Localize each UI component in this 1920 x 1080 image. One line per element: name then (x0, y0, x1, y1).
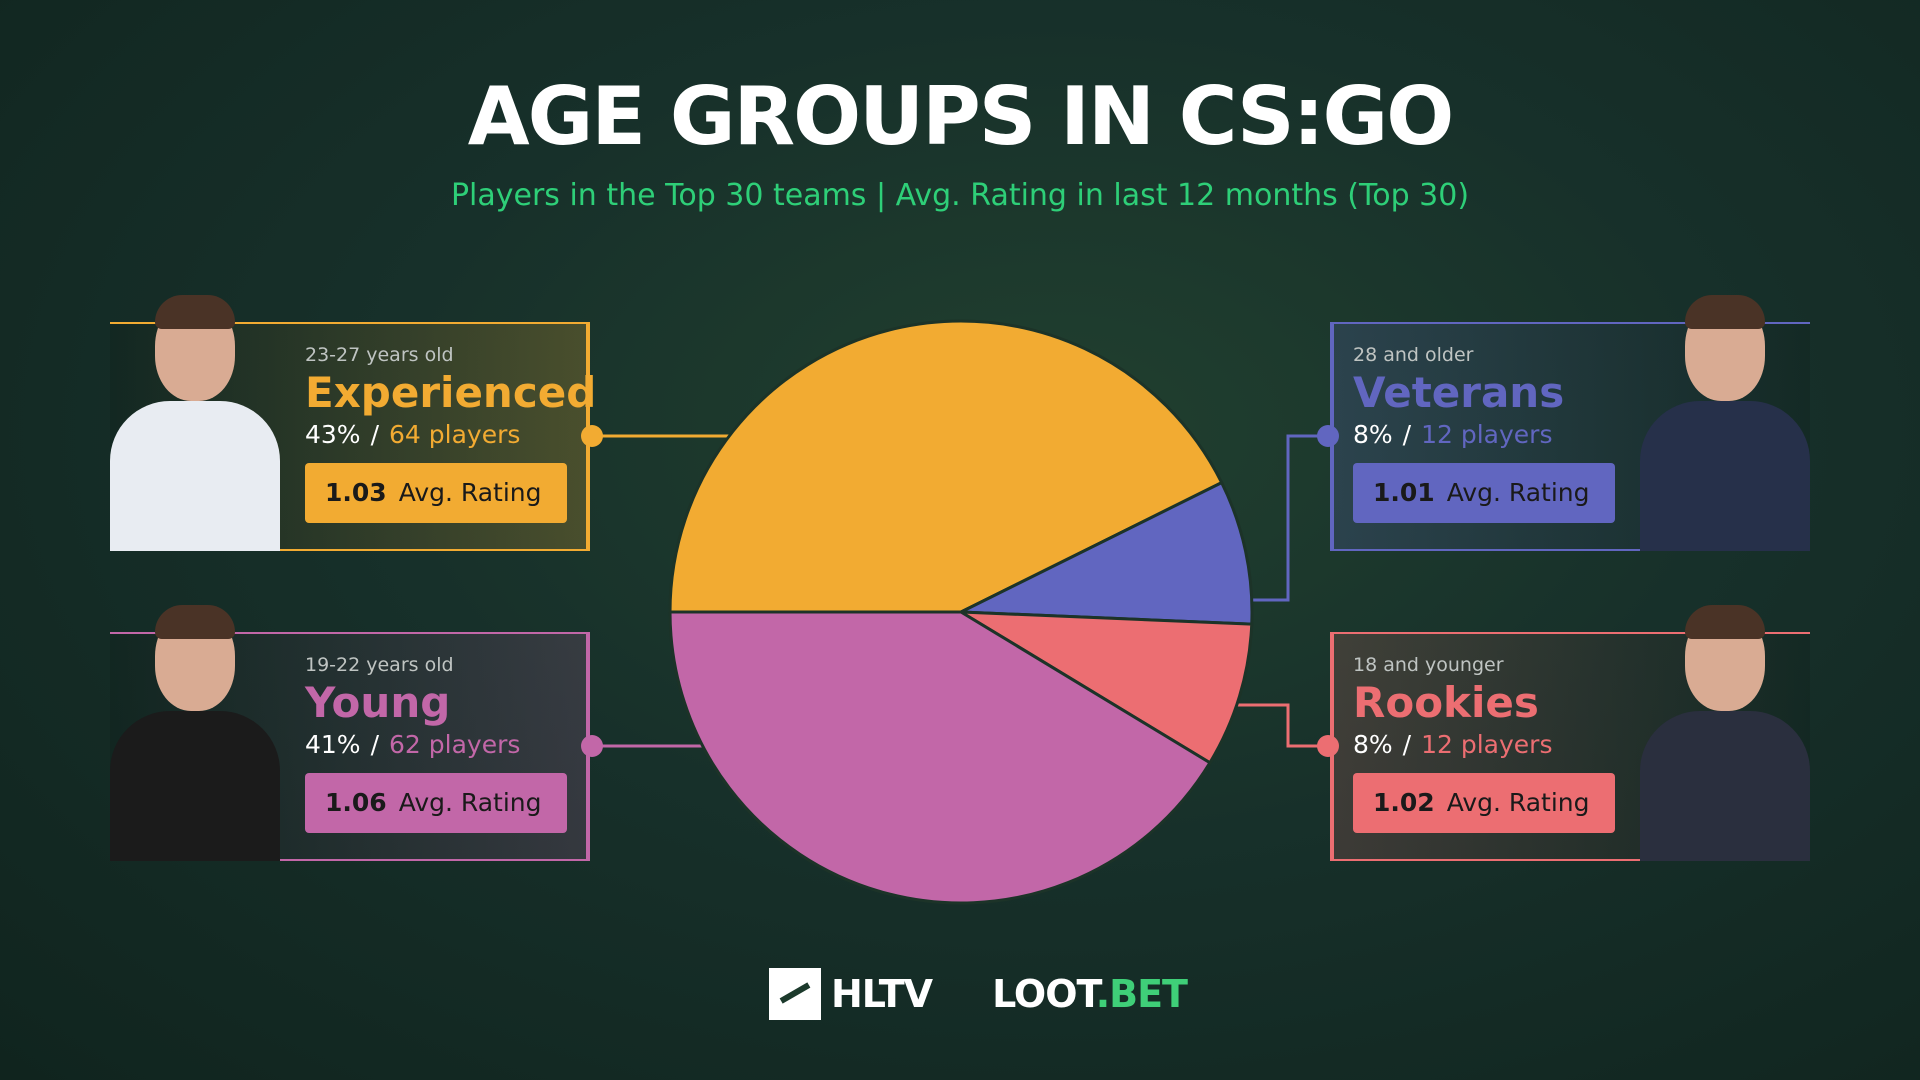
player-photo (110, 601, 280, 861)
group-percent: 8% (1353, 420, 1393, 449)
pie-slice-veterans (960, 480, 1254, 626)
pie-slice-young (668, 610, 1212, 905)
group-panel-young: 19-22 years old Young 41%/62 players 1.0… (110, 605, 603, 861)
avg-rating-badge: 1.03 Avg. Rating (305, 463, 567, 523)
age-range: 19-22 years old (305, 654, 454, 676)
connector-dot (581, 735, 603, 757)
connector-line-rookies (1230, 703, 1330, 748)
connector-line-veterans (1245, 434, 1330, 602)
sponsor-logos: HLTV LOOT.BET (769, 968, 1188, 1020)
pie-slice-rookies (960, 610, 1254, 765)
age-range: 18 and younger (1353, 654, 1504, 676)
page-subtitle: Players in the Top 30 teams | Avg. Ratin… (450, 178, 1470, 213)
group-panel-veterans: 28 and older Veterans 8%/12 players 1.01… (1317, 295, 1810, 551)
connector-dot (1317, 425, 1339, 447)
avg-rating-badge: 1.06 Avg. Rating (305, 773, 567, 833)
rating-label: Avg. Rating (398, 478, 542, 507)
group-stats: 8%/12 players (1353, 420, 1553, 449)
group-name: Experienced (305, 368, 597, 417)
group-stats: 43%/64 players (305, 420, 521, 449)
group-percent: 43% (305, 420, 361, 449)
group-name: Young (305, 678, 451, 727)
group-name: Rookies (1353, 678, 1539, 727)
connector-dot (581, 425, 603, 447)
rating-value: 1.02 (1373, 788, 1435, 817)
avg-rating-badge: 1.02 Avg. Rating (1353, 773, 1615, 833)
group-panel-experienced: 23-27 years old Experienced 43%/64 playe… (110, 295, 603, 551)
age-range: 28 and older (1353, 344, 1474, 366)
hltv-logo-icon (769, 968, 821, 1020)
player-count: 12 players (1421, 420, 1553, 449)
player-count: 12 players (1421, 730, 1553, 759)
avg-rating-badge: 1.01 Avg. Rating (1353, 463, 1615, 523)
player-photo (1640, 291, 1810, 551)
group-name: Veterans (1353, 368, 1565, 417)
rating-value: 1.06 (325, 788, 387, 817)
player-count: 64 players (389, 420, 521, 449)
group-stats: 8%/12 players (1353, 730, 1553, 759)
lootbet-logo: LOOT.BET (992, 972, 1188, 1016)
page-title: AGE GROUPS IN CS:GO (467, 70, 1454, 163)
pie-slice-experienced (668, 319, 1224, 614)
rating-value: 1.01 (1373, 478, 1435, 507)
player-count: 62 players (389, 730, 521, 759)
group-percent: 41% (305, 730, 361, 759)
rating-value: 1.03 (325, 478, 387, 507)
connector-dot (1317, 735, 1339, 757)
rating-label: Avg. Rating (1446, 478, 1590, 507)
group-panel-rookies: 18 and younger Rookies 8%/12 players 1.0… (1317, 605, 1810, 861)
player-photo (1640, 601, 1810, 861)
group-percent: 8% (1353, 730, 1393, 759)
hltv-logo: HLTV (831, 972, 933, 1016)
player-photo (110, 291, 280, 551)
group-stats: 41%/62 players (305, 730, 521, 759)
age-range: 23-27 years old (305, 344, 454, 366)
rating-label: Avg. Rating (1446, 788, 1590, 817)
rating-label: Avg. Rating (398, 788, 542, 817)
